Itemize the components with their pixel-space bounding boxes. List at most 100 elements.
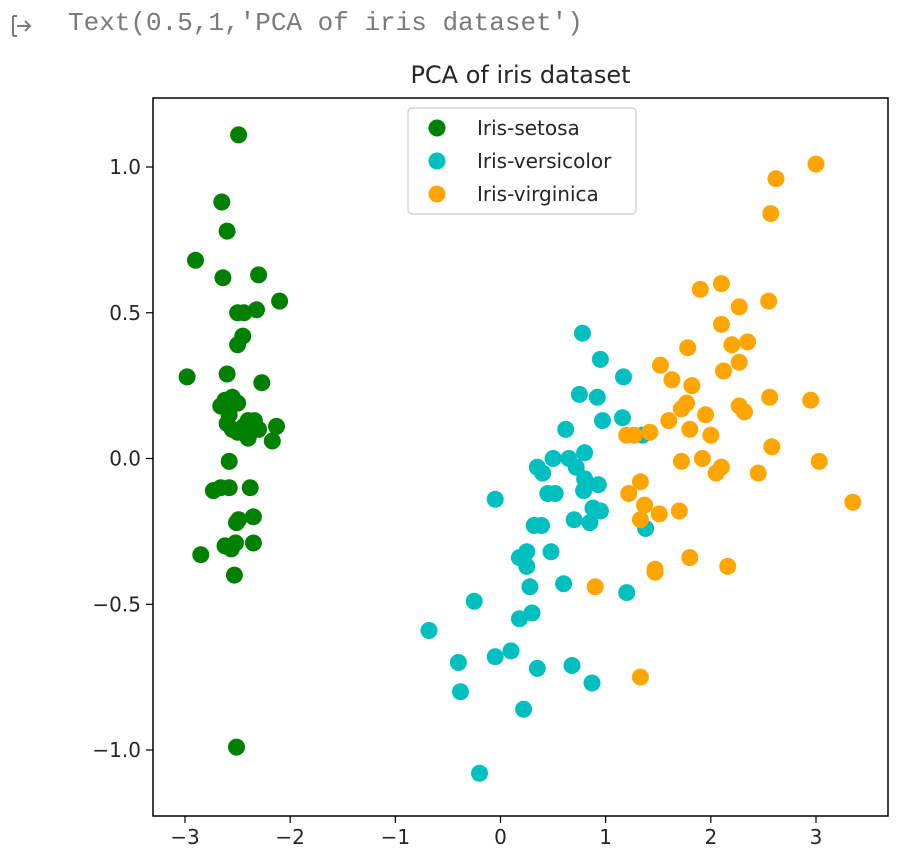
point-iris-virginica-11: [715, 362, 732, 380]
point-iris-setosa-41: [244, 534, 262, 552]
point-iris-versicolor-17: [589, 476, 607, 494]
point-iris-versicolor-39: [502, 642, 520, 660]
point-iris-versicolor-2: [615, 368, 632, 386]
point-iris-virginica-1: [767, 170, 785, 188]
x-tick-label: −3: [170, 825, 199, 849]
point-iris-versicolor-40: [486, 648, 504, 666]
point-iris-virginica-9: [739, 333, 757, 351]
point-iris-versicolor-7: [594, 412, 611, 430]
point-iris-setosa-4: [214, 269, 232, 287]
point-iris-virginica-30: [763, 438, 781, 456]
point-iris-virginica-33: [707, 464, 725, 482]
point-iris-virginica-6: [730, 298, 748, 316]
point-iris-setosa-5: [250, 266, 268, 284]
legend-label: Iris-virginica: [477, 182, 599, 206]
x-tick-label: 0: [494, 825, 507, 849]
pca-scatter-chart: −3 −2 −1 0 1 2 3 1.0 0.5 0.0 −0.5 −1.0 PCA of iris d…: [92, 61, 889, 849]
plot-frame: [152, 97, 889, 817]
point-iris-versicolor-41: [449, 654, 467, 671]
point-iris-versicolor-19: [546, 485, 564, 502]
point-iris-virginica-34: [749, 464, 767, 482]
point-iris-versicolor-34: [618, 584, 636, 602]
point-iris-virginica-21: [697, 406, 715, 424]
point-iris-setosa-3: [187, 251, 204, 269]
point-iris-virginica-0: [807, 155, 825, 173]
point-iris-virginica-16: [761, 388, 779, 406]
point-iris-versicolor-6: [614, 409, 631, 427]
point-iris-versicolor-24: [581, 514, 599, 532]
point-iris-virginica-37: [620, 485, 638, 502]
y-tick-label: 0.5: [109, 301, 141, 325]
point-iris-setosa-34: [241, 479, 259, 497]
legend-label: Iris-versicolor: [477, 149, 612, 173]
point-iris-setosa-22: [268, 417, 285, 435]
point-iris-versicolor-45: [452, 683, 469, 701]
legend-box: [407, 107, 637, 215]
point-iris-virginica-3: [712, 275, 730, 293]
point-iris-versicolor-11: [567, 458, 585, 476]
point-iris-setosa-30: [220, 452, 238, 470]
point-iris-virginica-12: [730, 353, 748, 371]
point-iris-versicolor-0: [574, 324, 591, 342]
point-iris-versicolor-35: [465, 592, 483, 610]
point-iris-virginica-29: [693, 450, 711, 467]
point-iris-setosa-6: [271, 292, 289, 310]
output-text: Text(0.5,1,'PCA of iris dataset'): [68, 8, 583, 38]
point-iris-setosa-12: [178, 368, 196, 386]
point-iris-versicolor-47: [471, 764, 488, 782]
point-iris-virginica-7: [712, 315, 730, 333]
point-iris-versicolor-37: [510, 610, 528, 628]
point-iris-virginica-46: [646, 563, 664, 581]
point-iris-versicolor-16: [575, 482, 593, 500]
point-iris-virginica-48: [631, 668, 649, 686]
point-iris-versicolor-1: [591, 350, 609, 368]
point-iris-setosa-17: [229, 394, 247, 412]
x-tick-label: 1: [599, 825, 612, 849]
point-iris-versicolor-33: [521, 578, 539, 596]
legend-marker: [428, 152, 446, 170]
point-iris-versicolor-14: [534, 464, 552, 482]
y-tick-label: 1.0: [109, 155, 141, 179]
x-tick-label: −1: [381, 825, 410, 849]
output-arrow-icon[interactable]: [8, 12, 36, 40]
point-iris-virginica-15: [683, 377, 701, 395]
point-iris-virginica-14: [663, 371, 681, 389]
point-iris-setosa-44: [228, 738, 245, 756]
point-iris-virginica-13: [651, 356, 669, 374]
legend-marker: [428, 119, 446, 137]
point-iris-setosa-29: [263, 432, 281, 450]
point-iris-versicolor-5: [557, 420, 575, 438]
x-tick-label: −2: [275, 825, 304, 849]
point-iris-setosa-11: [229, 336, 247, 354]
point-iris-versicolor-4: [588, 388, 606, 406]
point-iris-virginica-41: [631, 511, 649, 529]
x-tick-label: 3: [810, 825, 823, 849]
point-iris-versicolor-28: [542, 543, 560, 561]
point-iris-virginica-23: [660, 412, 678, 430]
point-iris-virginica-47: [586, 578, 604, 596]
point-iris-versicolor-9: [544, 450, 562, 467]
point-iris-setosa-14: [253, 374, 271, 392]
point-iris-versicolor-42: [563, 657, 581, 674]
point-iris-versicolor-27: [533, 517, 550, 534]
point-iris-setosa-0: [230, 126, 248, 144]
x-tick-label: 2: [704, 825, 717, 849]
point-iris-virginica-10: [679, 339, 697, 357]
point-iris-virginica-44: [719, 557, 737, 575]
point-iris-versicolor-43: [528, 659, 546, 677]
point-iris-setosa-1: [213, 193, 231, 211]
axes-layer: −3 −2 −1 0 1 2 3 1.0 0.5 0.0 −0.5 −1.0 PCA of iris d…: [92, 61, 889, 849]
point-iris-versicolor-46: [515, 700, 533, 718]
point-iris-virginica-4: [691, 280, 709, 298]
point-iris-versicolor-20: [486, 490, 504, 508]
chart-title: PCA of iris dataset: [410, 61, 630, 89]
point-iris-versicolor-38: [420, 622, 438, 639]
point-iris-setosa-9: [248, 301, 265, 319]
point-iris-virginica-24: [681, 420, 699, 438]
point-iris-setosa-33: [220, 479, 238, 497]
point-iris-versicolor-22: [591, 502, 609, 520]
point-iris-virginica-17: [802, 391, 820, 409]
point-iris-setosa-2: [218, 222, 236, 240]
point-iris-setosa-37: [244, 508, 262, 526]
point-iris-versicolor-23: [565, 511, 583, 529]
